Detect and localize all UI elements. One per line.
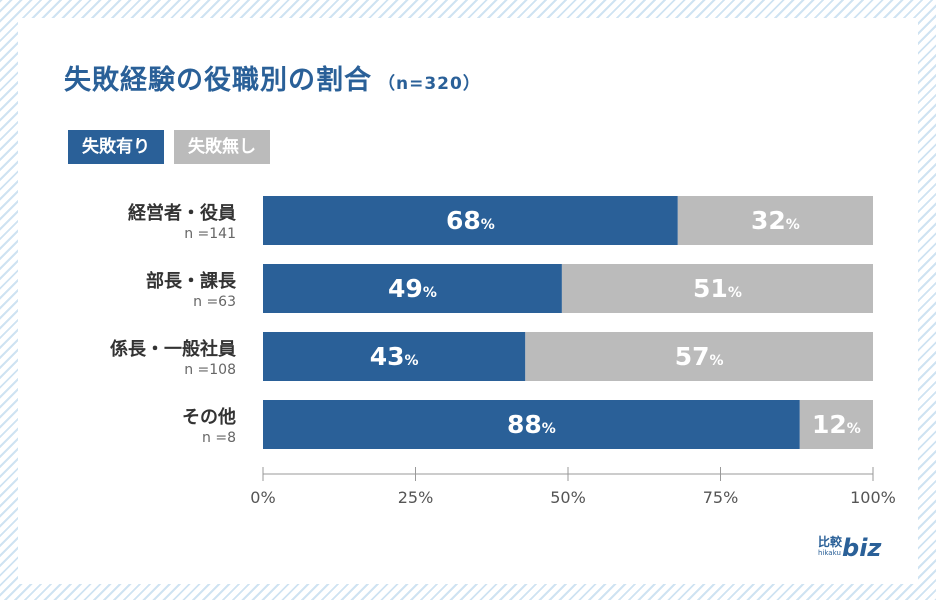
x-axis-tick-label: 25% bbox=[397, 488, 434, 507]
x-axis-tick-label: 75% bbox=[702, 488, 739, 507]
bar-value-unit: % bbox=[422, 285, 437, 301]
category-label: 部長・課長 n =63 bbox=[40, 270, 236, 310]
bar-value-label: 88% bbox=[263, 400, 800, 454]
bar-value-number: 12 bbox=[811, 410, 847, 439]
category-name: 部長・課長 bbox=[146, 271, 236, 292]
bar-segment-failure-no bbox=[799, 400, 873, 449]
bar-segment-failure-yes bbox=[263, 332, 526, 381]
category-name: 係長・一般社員 bbox=[110, 339, 236, 360]
hikaku-biz-logo: 比較 hikaku biz bbox=[818, 535, 881, 565]
bar-value-unit: % bbox=[846, 421, 861, 437]
legend-item-failure-no: 失敗無し bbox=[174, 130, 270, 164]
chart-sample-size: （n=320） bbox=[378, 74, 481, 94]
chart-title-text: 失敗経験の役職別の割合 bbox=[64, 65, 372, 96]
x-axis-tick-label: 0% bbox=[250, 488, 276, 507]
bar-segment-failure-yes bbox=[263, 264, 562, 313]
logo-kanji-block: 比較 hikaku bbox=[818, 535, 842, 557]
bar-value-label: 12% bbox=[800, 400, 873, 454]
category-count: n =141 bbox=[184, 226, 236, 242]
bar-value-unit: % bbox=[709, 353, 724, 369]
logo-word: biz bbox=[842, 534, 882, 562]
category-count: n =63 bbox=[193, 294, 236, 310]
bar-value-label: 43% bbox=[263, 332, 525, 386]
legend-item-failure-yes: 失敗有り bbox=[68, 130, 164, 164]
bar-value-unit: % bbox=[785, 217, 800, 233]
x-axis-tick-label: 100% bbox=[850, 488, 896, 507]
bar-value-unit: % bbox=[541, 421, 556, 437]
bar-value-number: 88 bbox=[506, 410, 542, 439]
bar-value-label: 32% bbox=[678, 196, 873, 250]
bar-value-number: 32 bbox=[750, 206, 786, 235]
bar-value-number: 49 bbox=[388, 274, 423, 303]
bar-segment-failure-yes bbox=[263, 196, 678, 245]
category-name: その他 bbox=[182, 407, 236, 428]
category-label: 係長・一般社員 n =108 bbox=[40, 338, 236, 378]
category-count: n =8 bbox=[202, 430, 236, 446]
bar-value-unit: % bbox=[480, 217, 495, 233]
logo-sub: hikaku bbox=[818, 549, 841, 557]
bar-value-number: 43 bbox=[369, 342, 405, 371]
category-name: 経営者・役員 bbox=[128, 203, 236, 224]
x-axis-tick-label: 50% bbox=[550, 488, 586, 507]
bar-value-label: 57% bbox=[525, 332, 873, 386]
logo-kanji: 比較 bbox=[818, 535, 843, 549]
bar-value-label: 51% bbox=[562, 264, 873, 318]
category-count: n =108 bbox=[184, 362, 236, 378]
bar-value-number: 68 bbox=[445, 206, 481, 235]
bar-segment-failure-no bbox=[525, 332, 873, 381]
bar-value-unit: % bbox=[727, 285, 742, 301]
bar-value-number: 51 bbox=[693, 274, 728, 303]
bar-value-label: 68% bbox=[263, 196, 678, 250]
bar-value-label: 49% bbox=[263, 264, 562, 318]
chart-title: 失敗経験の役職別の割合 （n=320） bbox=[64, 58, 481, 97]
bar-value-unit: % bbox=[404, 353, 419, 369]
bar-segment-failure-yes bbox=[263, 400, 800, 449]
bar-segment-failure-no bbox=[561, 264, 873, 313]
bar-value-number: 57 bbox=[674, 342, 710, 371]
category-label: その他 n =8 bbox=[40, 406, 236, 446]
bar-segment-failure-no bbox=[677, 196, 873, 245]
category-label: 経営者・役員 n =141 bbox=[40, 202, 236, 242]
